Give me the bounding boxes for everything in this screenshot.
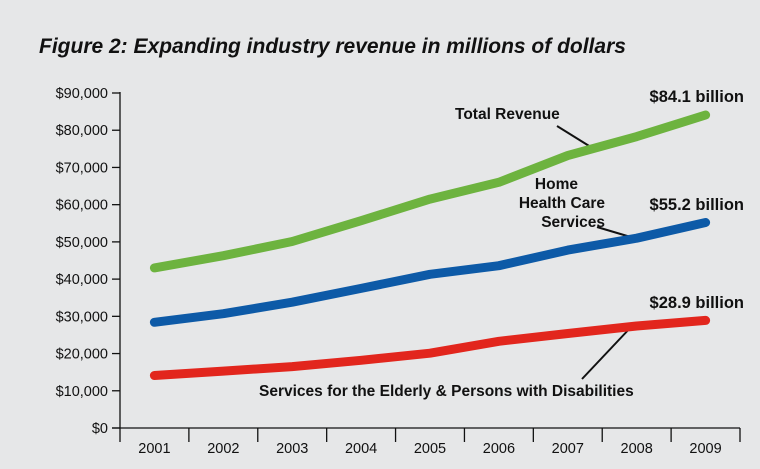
end-value-label-home-health: $55.2 billion (650, 196, 744, 214)
series-lines (149, 110, 711, 380)
y-tick-label: $80,000 (56, 123, 108, 139)
leader-line-2 (581, 325, 633, 380)
end-value-label-total: $84.1 billion (650, 88, 744, 106)
y-tick-label: $60,000 (56, 198, 108, 214)
series-line-2 (149, 315, 711, 380)
x-tick-label: 2001 (138, 441, 170, 457)
x-tick-label: 2002 (207, 441, 239, 457)
x-tick-label: 2008 (621, 441, 653, 457)
series-labels: Total Revenue Home Health Care Services Serv… (259, 88, 744, 400)
x-tick-label: 2006 (483, 441, 515, 457)
x-tick-label: 2007 (552, 441, 584, 457)
y-tick-label: $50,000 (56, 235, 108, 251)
series-label-home-health-care: Home Health Care Services (519, 176, 606, 231)
x-tick-label: 2009 (689, 441, 721, 457)
leader-line-0 (556, 125, 595, 150)
y-tick-label: $90,000 (56, 86, 108, 102)
series-label-elderly-disabilities: Services for the Elderly & Persons with … (259, 383, 634, 400)
y-tick-label: $10,000 (56, 384, 108, 400)
y-tick-label: $30,000 (56, 309, 108, 325)
axes: $0 $10,000 $20,000 $30,000 $40,000 $50,000 $60… (56, 86, 741, 457)
series-label-total-revenue: Total Revenue (455, 106, 560, 123)
y-tick-label: $0 (92, 421, 108, 437)
end-value-label-elderly: $28.9 billion (650, 294, 744, 312)
series-line-1 (149, 218, 711, 327)
chart-title: Figure 2: Expanding industry revenue in … (39, 35, 626, 58)
x-tick-label: 2005 (414, 441, 446, 457)
y-tick-label: $70,000 (56, 160, 108, 176)
y-tick-label: $40,000 (56, 272, 108, 288)
y-tick-label: $20,000 (56, 347, 108, 363)
x-tick-label: 2004 (345, 441, 377, 457)
x-tick-label: 2003 (276, 441, 308, 457)
